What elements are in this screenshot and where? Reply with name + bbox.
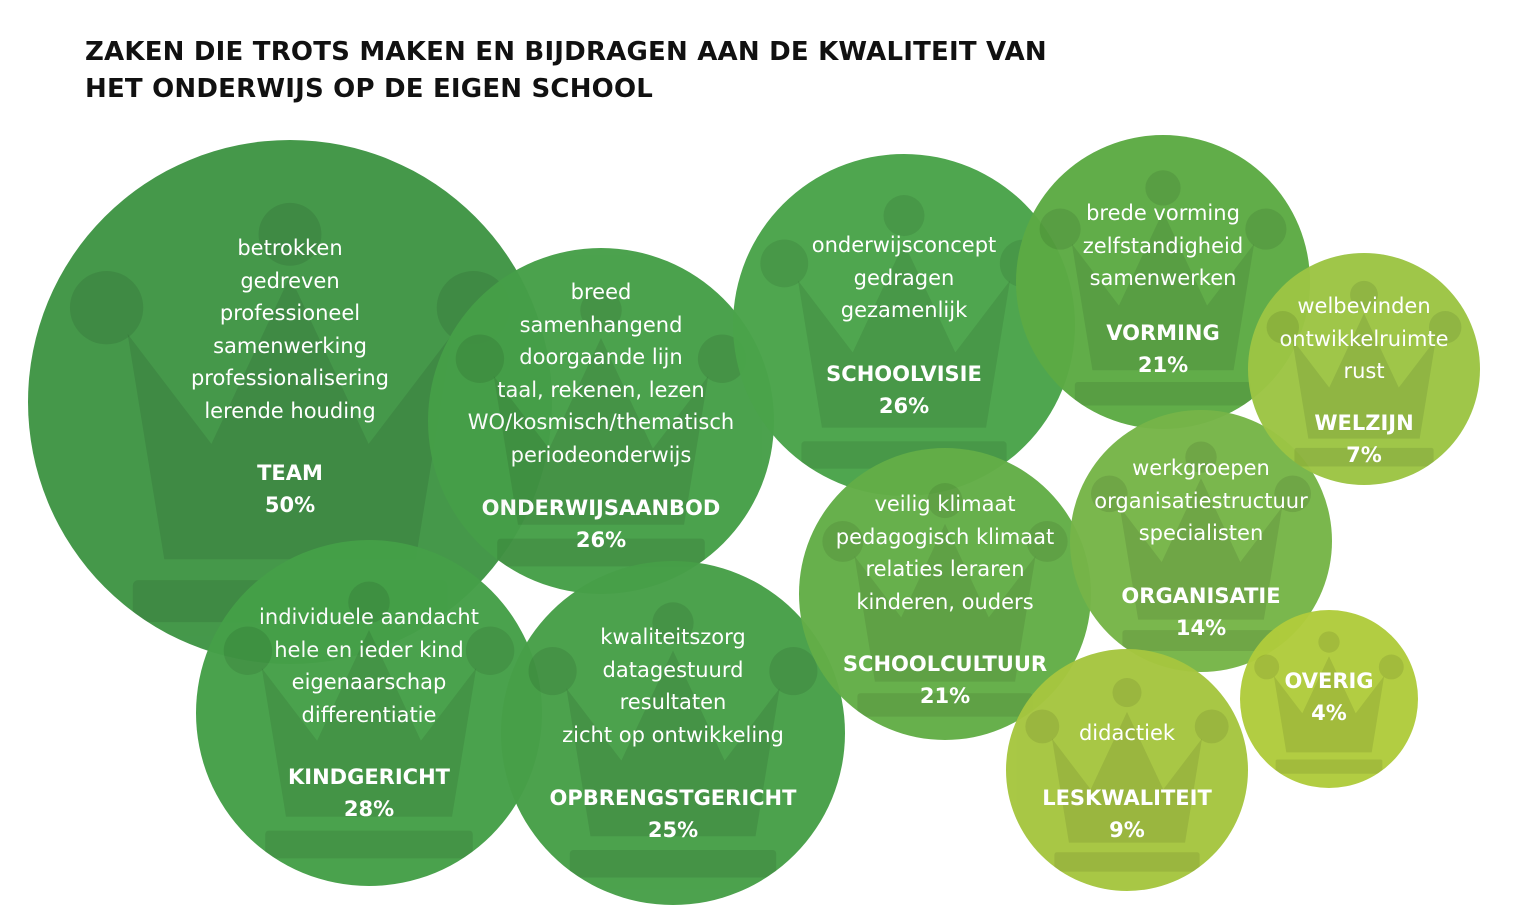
- crown-icon: [528, 602, 818, 878]
- bubble-item: welbevinden: [1297, 294, 1431, 318]
- bubble-category: VORMING: [1106, 321, 1220, 345]
- bubble-item: ontwikkelruimte: [1279, 326, 1449, 351]
- bubble-item: veilig klimaat: [874, 492, 1016, 516]
- bubble-vorming: brede vorming zelfstandigheid samenwerken V…: [1016, 135, 1310, 429]
- bubble-item: pedagogisch klimaat: [835, 524, 1055, 549]
- bubble-category: SCHOOLVISIE: [826, 362, 982, 386]
- bubble-item: individuele aandacht: [259, 605, 479, 629]
- title-line-1: ZAKEN DIE TROTS MAKEN EN BIJDRAGEN AAN D…: [85, 37, 1047, 67]
- crown-icon: [1254, 631, 1404, 774]
- bubble-item: periodeonderwijs: [510, 442, 692, 467]
- bubble-leskwaliteit: didactiek LESKWALITEIT 9%: [1006, 649, 1248, 891]
- crown-icon: [455, 289, 747, 567]
- bubble-category: SCHOOLCULTUUR: [842, 652, 1048, 676]
- bubble-item: professioneel: [219, 301, 361, 325]
- bubble-schoolvisie: onderwijsconcept gedragen gezamenlijk SCHOO…: [733, 154, 1075, 496]
- bubble-items: breed samenhangend doorgaande lijn taal, re…: [428, 276, 774, 471]
- bubble-percent: 7%: [1346, 443, 1382, 467]
- bubble-item: resultaten: [619, 690, 727, 714]
- crown-icon: [1090, 441, 1312, 652]
- bubble-item: lerende houding: [204, 398, 376, 423]
- bubble-item: betrokken: [237, 236, 343, 260]
- bubble-item: zelfstandigheid: [1082, 233, 1244, 258]
- bubble-category: ONDERWIJSAANBOD: [481, 496, 721, 520]
- crown-icon: [1039, 170, 1287, 406]
- bubble-item: rust: [1343, 359, 1385, 383]
- bubble-opbrengstgericht: kwaliteitszorg datagestuurd resultaten zich…: [501, 561, 845, 905]
- bubble-item: hele en ieder kind: [274, 637, 464, 662]
- bubble-percent: 4%: [1311, 701, 1347, 725]
- bubble-item: doorgaande lijn: [519, 345, 683, 369]
- crown-icon: [822, 483, 1068, 717]
- bubble-item: eigenaarschap: [291, 670, 447, 694]
- bubble-percent: 26%: [878, 394, 930, 418]
- bubble-percent: 50%: [264, 493, 316, 517]
- bubble-items: welbevinden ontwikkelruimte rust: [1248, 290, 1480, 388]
- bubble-percent: 28%: [343, 797, 395, 821]
- bubble-item: samenwerking: [213, 333, 367, 358]
- bubble-percent: 21%: [1137, 353, 1189, 377]
- bubble-category: KINDGERICHT: [288, 765, 450, 789]
- bubble-item: onderwijsconcept: [811, 233, 997, 257]
- bubble-category: OPBRENGSTGERICHT: [549, 786, 797, 810]
- bubble-item: didactiek: [1078, 721, 1176, 745]
- bubble-items: kwaliteitszorg datagestuurd resultaten zich…: [501, 621, 845, 751]
- bubble-item: relaties leraren: [865, 557, 1025, 581]
- bubble-percent: 21%: [919, 684, 971, 708]
- bubble-items: onderwijsconcept gedragen gezamenlijk: [733, 229, 1075, 327]
- bubble-onderwijsaanbod: breed samenhangend doorgaande lijn taal, re…: [428, 248, 774, 594]
- bubble-item: brede vorming: [1086, 201, 1240, 225]
- bubble-item: gedragen: [853, 265, 955, 290]
- bubble-item: organisatiestructuur: [1094, 488, 1308, 513]
- bubble-item: samenwerken: [1089, 266, 1237, 290]
- bubble-category: TEAM: [257, 461, 323, 485]
- bubble-item: differentiatie: [301, 702, 437, 727]
- bubble-item: kwaliteitszorg: [600, 625, 746, 649]
- bubble-items: werkgroepen organisatiestructuur specialis…: [1070, 452, 1332, 550]
- bubble-item: gezamenlijk: [840, 298, 968, 322]
- bubble-percent: 25%: [647, 818, 699, 842]
- bubble-item: gedreven: [240, 268, 340, 293]
- bubble-percent: 14%: [1175, 616, 1227, 640]
- crown-icon: [1266, 280, 1462, 467]
- bubble-items: didactiek: [1006, 717, 1248, 750]
- bubble-items: betrokken gedreven professioneel samenwerki…: [28, 232, 552, 427]
- bubble-items: brede vorming zelfstandigheid samenwerken: [1016, 197, 1310, 295]
- bubble-item: kinderen, ouders: [856, 589, 1034, 614]
- crown-icon: [1025, 678, 1229, 872]
- bubble-category: LESKWALITEIT: [1042, 786, 1212, 810]
- bubble-item: taal, rekenen, lezen: [497, 377, 705, 402]
- bubble-welzijn: welbevinden ontwikkelruimte rust WELZIJN 7%: [1248, 253, 1480, 485]
- bubble-item: specialisten: [1138, 521, 1264, 545]
- bubble-item: datagestuurd: [602, 657, 744, 682]
- bubble-item: samenhangend: [519, 312, 683, 337]
- page-title: ZAKEN DIE TROTS MAKEN EN BIJDRAGEN AAN D…: [85, 34, 1047, 108]
- bubble-percent: 9%: [1109, 818, 1145, 842]
- bubble-item: professionalisering: [190, 366, 390, 390]
- bubble-item: WO/kosmisch/thematisch: [467, 410, 735, 434]
- bubble-category: OVERIG: [1284, 669, 1374, 693]
- bubble-item: werkgroepen: [1132, 456, 1270, 480]
- bubble-items: veilig klimaat pedagogisch klimaat relatie…: [799, 488, 1091, 618]
- bubble-overig: OVERIG 4%: [1240, 610, 1418, 788]
- bubble-category: WELZIJN: [1314, 411, 1414, 435]
- bubble-item: zicht op ontwikkeling: [562, 722, 784, 747]
- bubble-kindgericht: individuele aandacht hele en ieder kind ei…: [196, 540, 542, 886]
- title-line-2: HET ONDERWIJS OP DE EIGEN SCHOOL: [85, 74, 654, 104]
- crown-icon: [223, 581, 515, 859]
- bubble-percent: 26%: [575, 528, 627, 552]
- bubble-category: ORGANISATIE: [1121, 584, 1281, 608]
- bubble-items: individuele aandacht hele en ieder kind ei…: [196, 601, 542, 731]
- bubble-item: breed: [570, 280, 632, 304]
- bubble-schoolcultuur: veilig klimaat pedagogisch klimaat relatie…: [799, 448, 1091, 740]
